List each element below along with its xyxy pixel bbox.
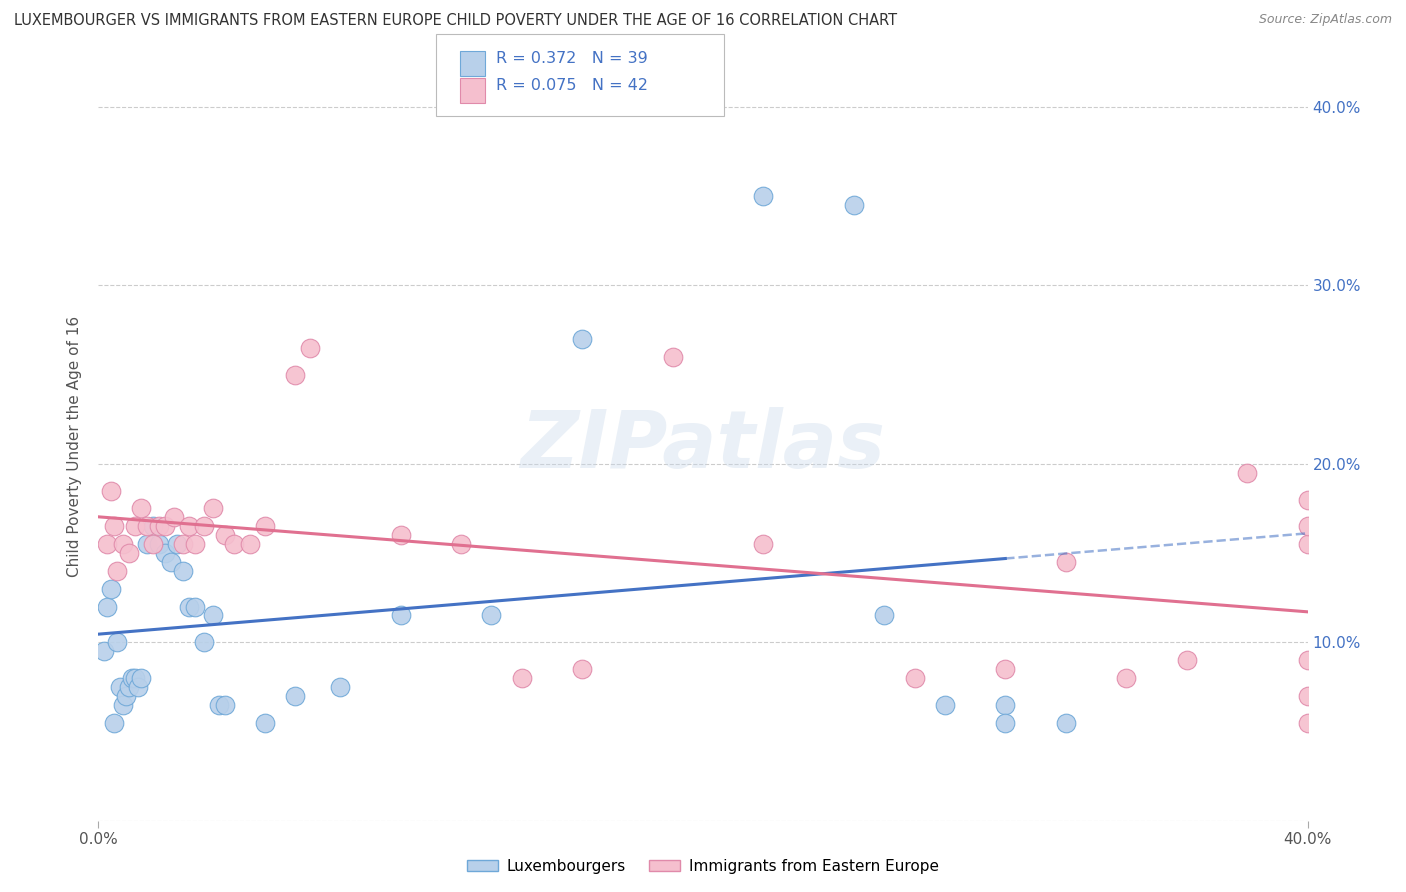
Point [1296, 689, 1319, 703]
Point [118, 546, 141, 560]
Point [208, 698, 231, 712]
Point [571, 662, 593, 676]
Point [934, 698, 956, 712]
Point [661, 350, 683, 364]
Point [193, 519, 215, 533]
Point [284, 368, 307, 382]
Text: ZIPatlas: ZIPatlas [520, 407, 886, 485]
Point [253, 519, 276, 533]
Point [1054, 555, 1077, 569]
Point [450, 537, 472, 551]
Point [135, 519, 157, 533]
Point [111, 698, 134, 712]
Y-axis label: Child Poverty Under the Age of 16: Child Poverty Under the Age of 16 [67, 316, 83, 576]
Point [389, 608, 412, 623]
Point [160, 555, 183, 569]
Point [124, 519, 146, 533]
Point [239, 537, 262, 551]
Text: LUXEMBOURGER VS IMMIGRANTS FROM EASTERN EUROPE CHILD POVERTY UNDER THE AGE OF 16: LUXEMBOURGER VS IMMIGRANTS FROM EASTERN … [14, 13, 897, 29]
Point [284, 689, 307, 703]
Point [100, 582, 122, 596]
Point [1296, 715, 1319, 730]
Point [96, 599, 118, 614]
Point [135, 537, 157, 551]
Point [904, 671, 927, 685]
Point [121, 671, 143, 685]
Point [148, 537, 170, 551]
Point [103, 715, 125, 730]
Point [994, 698, 1017, 712]
Point [752, 537, 775, 551]
Point [1296, 492, 1319, 507]
Point [184, 537, 207, 551]
Point [299, 341, 322, 355]
Point [105, 564, 128, 578]
Point [142, 537, 165, 551]
Point [111, 537, 134, 551]
Point [103, 519, 125, 533]
Point [214, 698, 236, 712]
Point [994, 662, 1017, 676]
Text: R = 0.075   N = 42: R = 0.075 N = 42 [496, 78, 648, 93]
Point [179, 599, 201, 614]
Point [202, 608, 225, 623]
Point [202, 501, 225, 516]
Point [873, 608, 896, 623]
Point [166, 537, 188, 551]
Point [253, 715, 276, 730]
Point [481, 608, 503, 623]
Point [1054, 715, 1077, 730]
Point [179, 519, 201, 533]
Point [100, 483, 122, 498]
Point [148, 519, 170, 533]
Point [172, 564, 194, 578]
Point [329, 680, 352, 694]
Point [844, 198, 866, 212]
Text: Source: ZipAtlas.com: Source: ZipAtlas.com [1258, 13, 1392, 27]
Point [142, 519, 165, 533]
Point [1115, 671, 1137, 685]
Point [214, 528, 236, 542]
Text: R = 0.372   N = 39: R = 0.372 N = 39 [496, 51, 648, 66]
Point [93, 644, 115, 658]
Point [389, 528, 412, 542]
Point [153, 546, 176, 560]
Point [224, 537, 246, 551]
Point [1296, 653, 1319, 667]
Point [1236, 466, 1258, 480]
Point [153, 519, 176, 533]
Point [510, 671, 533, 685]
Point [1296, 537, 1319, 551]
Point [129, 671, 152, 685]
Point [994, 715, 1017, 730]
Point [124, 671, 146, 685]
Point [105, 635, 128, 649]
Point [96, 537, 118, 551]
Point [108, 680, 131, 694]
Point [118, 680, 141, 694]
Legend: Luxembourgers, Immigrants from Eastern Europe: Luxembourgers, Immigrants from Eastern E… [461, 853, 945, 880]
Point [163, 510, 186, 524]
Point [571, 332, 593, 346]
Point [1296, 519, 1319, 533]
Point [127, 680, 149, 694]
Point [114, 689, 136, 703]
Point [1175, 653, 1198, 667]
Point [184, 599, 207, 614]
Point [752, 189, 775, 203]
Point [172, 537, 194, 551]
Point [129, 501, 152, 516]
Point [193, 635, 215, 649]
